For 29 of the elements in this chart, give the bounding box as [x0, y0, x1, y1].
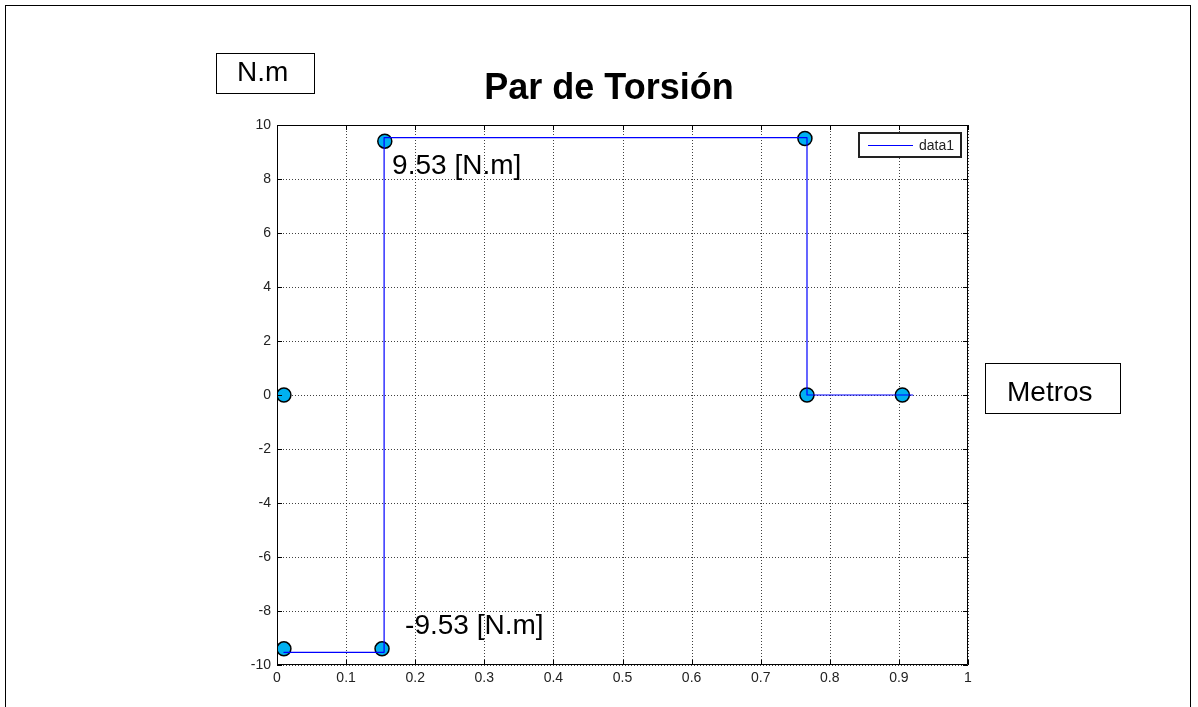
x-tick-label: 1 [964, 669, 973, 686]
y-tick-label: -10 [250, 655, 272, 672]
x-tick-label: 0.3 [474, 669, 495, 686]
x-tick-label: 0.1 [336, 669, 357, 686]
x-tick-label: 0.7 [750, 669, 771, 686]
y-tick-label: 8 [263, 169, 272, 186]
y-tick-label: 4 [263, 277, 272, 294]
x-tick-label: 0.2 [405, 669, 426, 686]
x-axis-title: Metros [1007, 376, 1093, 407]
y-tick-label: 10 [255, 115, 272, 132]
x-tick-label: 0.9 [889, 669, 909, 686]
x-tick-label: 0.4 [543, 669, 564, 686]
y-tick-label: -8 [258, 601, 272, 618]
chart-title: Par de Torsión [484, 66, 734, 107]
y-tick-label: 6 [263, 223, 272, 240]
y-tick-label: -6 [258, 547, 272, 564]
y-axis-title: N.m [237, 56, 289, 87]
x-tick-label: 0.6 [681, 669, 702, 686]
legend-label: data1 [918, 136, 954, 154]
point [277, 641, 292, 657]
annotation: 9.53 [N.m] [392, 148, 522, 180]
point [277, 387, 292, 403]
annotation: -9.53 [N.m] [405, 609, 544, 641]
y-tick-label: 2 [263, 331, 272, 348]
x-tick-label: 0.8 [820, 669, 840, 686]
y-tick-label: -2 [258, 439, 272, 456]
y-tick-label: 0 [263, 385, 272, 402]
y-tick-label: -4 [258, 493, 272, 510]
x-tick-label: 0.5 [612, 669, 633, 686]
